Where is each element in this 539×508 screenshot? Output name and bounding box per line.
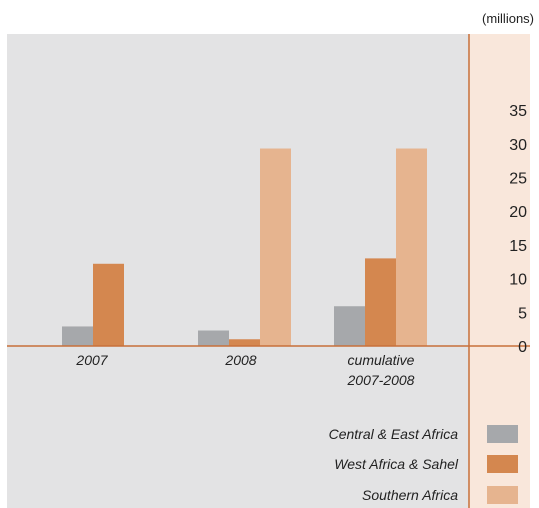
y-tick-label: 20 [509,204,527,221]
y-tick-label: 15 [509,238,527,255]
bar [396,148,427,346]
legend-label: Southern Africa [362,487,458,503]
y-tick-label: 5 [518,305,527,322]
legend: Central & East Africa West Africa & Sahel… [329,425,518,504]
category-labels: 2007 2008 cumulative 2007-2008 [75,352,414,388]
bar [260,148,291,346]
legend-swatch [487,486,518,504]
y-tick-label: 0 [518,339,527,356]
category-label: 2007 [75,352,108,368]
bar [334,306,365,346]
bar [365,258,396,346]
y-tick-label: 35 [509,103,527,120]
legend-swatch [487,425,518,443]
legend-label: Central & East Africa [329,426,459,442]
legend-label: West Africa & Sahel [334,456,459,472]
y-tick-label: 30 [509,137,527,154]
y-tick-label: 25 [509,171,527,188]
bars-group [62,148,427,346]
bar [198,330,229,346]
category-label: cumulative [348,352,415,368]
y-tick-labels: 0 5 10 15 20 25 30 35 [509,103,527,356]
category-label: 2007-2008 [347,372,415,388]
bar [229,339,260,346]
category-label: 2008 [224,352,256,368]
bar [93,263,124,346]
legend-swatch [487,455,518,473]
y-tick-label: 10 [509,272,527,289]
unit-label: (millions) [482,11,534,26]
bar [62,326,93,346]
